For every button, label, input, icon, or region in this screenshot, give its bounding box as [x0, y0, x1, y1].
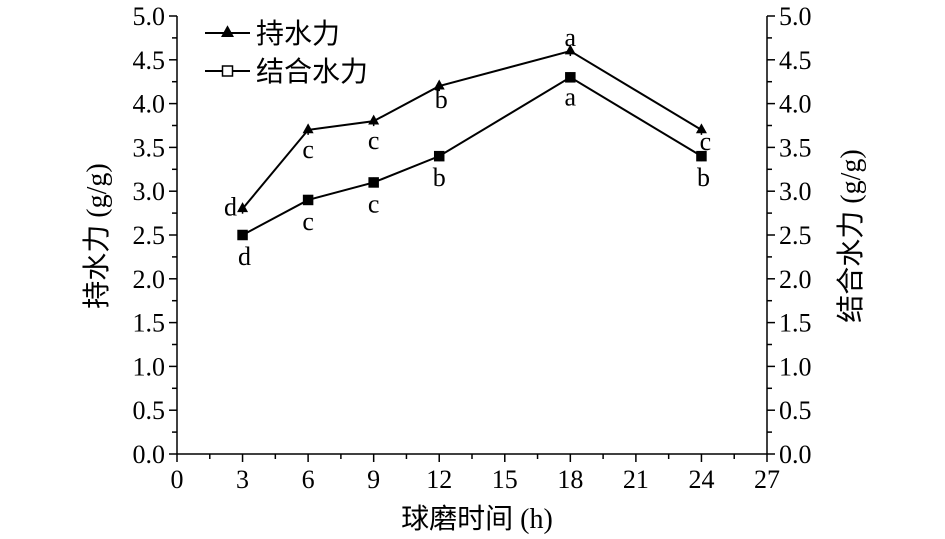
ticks: 0 3 6 9 12 15 18 21 24 270.0 0.00.5 0.51.0 1.01.5 1.5…	[133, 2, 812, 494]
x-tick-label: 24	[688, 465, 714, 494]
y-tick-label-left: 5.0	[133, 2, 166, 31]
significance-label: c	[302, 135, 314, 164]
y-tick-label-left: 2.0	[133, 265, 166, 294]
y-tick-label-left: 3.0	[133, 177, 166, 206]
data-point	[565, 72, 576, 83]
y-tick-label-left: 2.5	[133, 221, 166, 250]
x-tick-label: 6	[302, 465, 315, 494]
significance-label: d	[238, 242, 251, 271]
legend-marker	[221, 65, 234, 77]
y-tick-label-left: 0.5	[133, 396, 166, 425]
series-line	[241, 49, 702, 210]
significance-label: c	[368, 189, 380, 218]
legend-entry-1: 持水力	[205, 18, 340, 50]
y-tick-label-left: 0.0	[133, 440, 166, 469]
data-point	[237, 229, 248, 241]
significance-label: d	[224, 193, 237, 222]
data-point	[696, 150, 707, 162]
y-tick-label-right: 4.0	[779, 90, 812, 119]
data-point	[564, 44, 576, 55]
data-point	[433, 150, 445, 162]
legend-label: 结合水力	[256, 56, 368, 88]
x-tick-label: 18	[557, 465, 583, 494]
x-tick-label: 15	[492, 465, 518, 494]
data-point	[433, 79, 445, 90]
data-point	[302, 123, 314, 134]
significance-label: a	[565, 82, 577, 111]
significance-label: b	[433, 163, 446, 192]
data-point	[302, 194, 314, 206]
x-tick-label: 9	[367, 465, 380, 494]
x-tick-label: 0	[171, 465, 184, 494]
data-point	[368, 114, 380, 125]
legend-marker	[221, 25, 234, 37]
series-2	[237, 72, 707, 241]
legend-entry-2: 结合水力	[205, 56, 368, 88]
significance-label: a	[565, 23, 577, 52]
series-1	[237, 44, 707, 214]
y-tick-label-left: 1.0	[133, 352, 166, 381]
y-tick-label-right: 1.0	[779, 352, 812, 381]
y-tick-label-right: 3.0	[779, 177, 812, 206]
significance-label: b	[435, 85, 448, 114]
y-axis-title: 持水力 (g/g)	[81, 163, 113, 308]
data-point	[695, 123, 707, 134]
y-tick-label-left: 1.5	[133, 309, 166, 338]
significance-label: c	[302, 207, 314, 236]
y-tick-label-left: 4.5	[133, 46, 166, 75]
y-tick-label-left: 3.5	[133, 133, 166, 162]
y-tick-label-right: 0.5	[779, 396, 812, 425]
y-tick-label-left: 4.0	[133, 90, 166, 119]
significance-label: b	[697, 163, 710, 192]
x-tick-label: 27	[754, 465, 780, 494]
significance-label: c	[368, 126, 380, 155]
x-axis-title: 球磨时间 (h)	[401, 503, 553, 535]
series-layer	[237, 44, 707, 241]
x-tick-label: 21	[623, 465, 649, 494]
y-tick-label-right: 0.0	[779, 440, 812, 469]
y2-axis-title: 结合水力 (g/g)	[835, 149, 867, 322]
x-tick-label: 12	[426, 465, 452, 494]
y-tick-label-right: 2.0	[779, 265, 812, 294]
series-line	[242, 76, 702, 236]
y-tick-label-right: 1.5	[779, 309, 812, 338]
x-tick-label: 3	[236, 465, 249, 494]
significance-label: c	[700, 127, 712, 156]
y-tick-label-right: 4.5	[779, 46, 812, 75]
y-tick-label-right: 2.5	[779, 221, 812, 250]
y-tick-label-right: 3.5	[779, 133, 812, 162]
data-point	[237, 202, 249, 213]
legend-label: 持水力	[256, 18, 340, 50]
y-tick-label-right: 5.0	[779, 2, 812, 31]
data-point	[368, 177, 379, 188]
